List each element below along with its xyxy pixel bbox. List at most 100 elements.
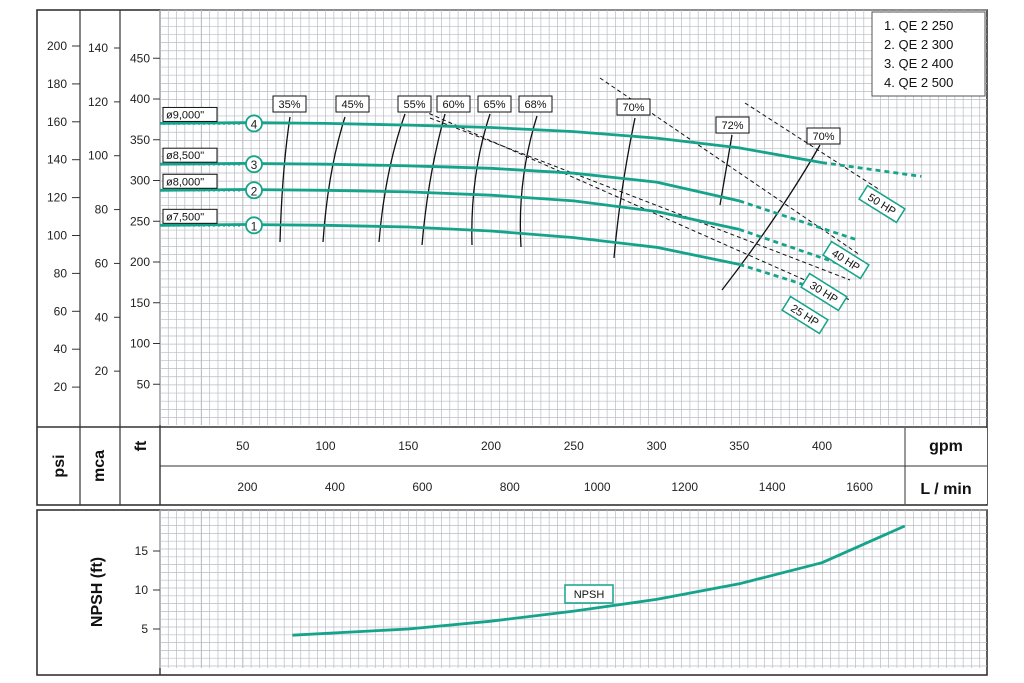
psi-unit-label: psi xyxy=(51,454,68,477)
efficiency-label: 70% xyxy=(622,102,644,114)
efficiency-label-box xyxy=(335,95,370,113)
impeller-diameter-box xyxy=(162,208,218,224)
legend-box xyxy=(871,11,986,97)
lmin-tick-label: 1200 xyxy=(671,480,698,494)
mca-tick-label: 80 xyxy=(95,203,109,217)
impeller-diameter-box xyxy=(162,147,218,163)
mca-tick-label: 140 xyxy=(88,41,108,55)
ft-tick-label: 300 xyxy=(130,174,150,188)
efficiency-curve xyxy=(421,113,446,246)
curve-number: 1 xyxy=(251,219,258,233)
impeller-diameter-label: ø8,500" xyxy=(166,150,204,162)
psi-tick-label: 60 xyxy=(54,304,68,318)
efficiency-label: 35% xyxy=(278,99,300,111)
efficiency-curve xyxy=(719,134,733,206)
ft-tick-label: 200 xyxy=(130,255,150,269)
impeller-diameter-box xyxy=(162,106,218,122)
mca-unit-label: mca xyxy=(91,450,108,482)
psi-tick-label: 120 xyxy=(47,191,67,205)
lmin-tick-label: 1400 xyxy=(759,480,786,494)
efficiency-label: 55% xyxy=(403,99,425,111)
ft-tick-label: 150 xyxy=(130,296,150,310)
npsh-chart: 5 10 15 NPSH xyxy=(135,524,906,637)
npsh-curve xyxy=(292,524,906,637)
curve-number: 3 xyxy=(251,158,258,172)
lmin-tick-label: 800 xyxy=(500,480,520,494)
npsh-axis-label: NPSH (ft) xyxy=(89,557,106,627)
head-curve-2-extension xyxy=(738,228,839,265)
gpm-tick-label: 200 xyxy=(481,439,501,453)
efficiency-label-box xyxy=(436,95,471,113)
power-label-group: 40 HP xyxy=(822,240,870,280)
mca-tick-label: 20 xyxy=(95,364,109,378)
gpm-tick-label: 100 xyxy=(315,439,335,453)
psi-tick-label: 80 xyxy=(54,266,68,280)
power-guide-line xyxy=(429,117,851,281)
gpm-tick-label: 150 xyxy=(398,439,418,453)
ft-unit-label: ft xyxy=(133,440,150,451)
efficiency-label-box xyxy=(397,95,432,113)
efficiency-label-box xyxy=(806,127,841,145)
lmin-tick-label: 1600 xyxy=(846,480,873,494)
gpm-tick-label: 400 xyxy=(812,439,832,453)
ft-tick-label: 250 xyxy=(130,214,150,228)
curve-number: 2 xyxy=(251,184,258,198)
legend-entry: 3. QE 2 400 xyxy=(884,56,953,71)
psi-tick-label: 200 xyxy=(47,39,67,53)
psi-tick-label: 20 xyxy=(54,380,68,394)
npsh-label-box xyxy=(564,584,614,604)
mca-tick-label: 40 xyxy=(95,310,109,324)
legend-entry: 1. QE 2 250 xyxy=(884,18,953,33)
ft-tick-label: 50 xyxy=(137,377,151,391)
psi-tick-label: 100 xyxy=(47,229,67,243)
legend-entry: 2. QE 2 300 xyxy=(884,37,953,52)
efficiency-label-box xyxy=(477,95,512,113)
ft-tick-label: 100 xyxy=(130,337,150,351)
psi-tick-label: 140 xyxy=(47,153,67,167)
curve-number-marker xyxy=(245,155,263,174)
npsh-tick-label: 15 xyxy=(135,544,149,558)
gpm-tick-label: 250 xyxy=(564,439,584,453)
npsh-tick-label: 10 xyxy=(135,583,149,597)
psi-tick-label: 40 xyxy=(54,342,68,356)
head-curve-3-extension xyxy=(738,199,856,241)
npsh-series-label: NPSH xyxy=(574,589,605,601)
power-label-group: 50 HP xyxy=(858,184,906,224)
axes: 2040608010012014016018020020406080100120… xyxy=(47,39,972,627)
power-guide-line xyxy=(744,102,881,191)
psi-tick-label: 160 xyxy=(47,115,67,129)
efficiency-label: 68% xyxy=(524,99,546,111)
lmin-tick-label: 1000 xyxy=(584,480,611,494)
power-label-box xyxy=(800,272,848,312)
power-label-box xyxy=(781,295,829,335)
impeller-diameter-label: ø8,000" xyxy=(166,176,204,188)
curve-number-marker xyxy=(245,181,263,200)
mca-tick-label: 60 xyxy=(95,256,109,270)
efficiency-label-box xyxy=(616,98,651,116)
gpm-unit-label: gpm xyxy=(929,438,963,455)
efficiency-label: 72% xyxy=(721,120,743,132)
efficiency-label: 45% xyxy=(341,99,363,111)
legend: 1. QE 2 250 2. QE 2 300 3. QE 2 400 4. QE 2… xyxy=(871,11,986,97)
efficiency-label-box xyxy=(715,116,750,134)
impeller-diameter-label: ø9,000" xyxy=(166,109,204,121)
efficiency-label-box xyxy=(518,95,553,113)
chart-labels: 1 ø7,500" 2 ø8,000" 3 ø8,500" 4 ø9,000" 35% 45% 55… xyxy=(162,95,906,335)
mca-tick-label: 100 xyxy=(88,149,108,163)
curve-number-marker xyxy=(245,216,263,235)
efficiency-label: 70% xyxy=(812,131,834,143)
power-label-box xyxy=(822,240,870,280)
efficiency-label-box xyxy=(272,95,307,113)
npsh-tick-label: 5 xyxy=(141,622,148,636)
gpm-tick-label: 50 xyxy=(236,439,250,453)
gpm-tick-label: 300 xyxy=(646,439,666,453)
mca-tick-label: 120 xyxy=(88,95,108,109)
efficiency-label: 60% xyxy=(442,99,464,111)
efficiency-curve xyxy=(519,115,538,248)
efficiency-label: 65% xyxy=(483,99,505,111)
power-label-box xyxy=(858,184,906,224)
lmin-unit-label: L / min xyxy=(920,481,971,498)
curve-number: 4 xyxy=(251,117,258,131)
ft-tick-label: 350 xyxy=(130,133,150,147)
